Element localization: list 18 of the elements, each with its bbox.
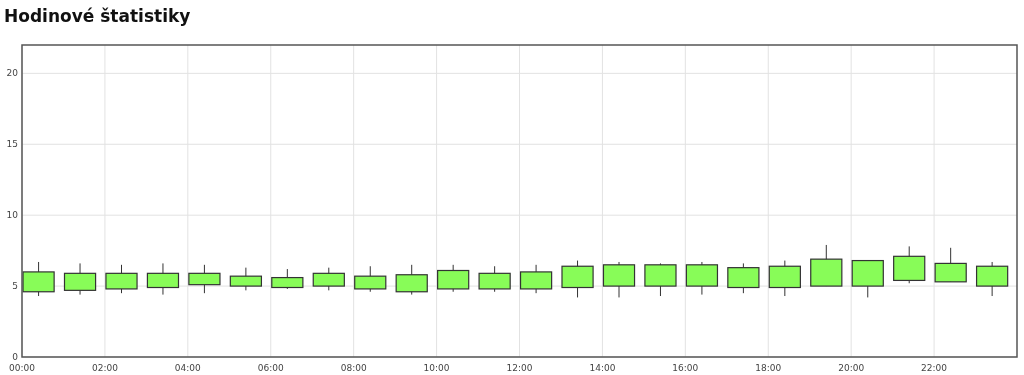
y-tick-label: 15 — [6, 139, 18, 150]
x-tick-label: 16:00 — [672, 363, 699, 373]
y-tick-label: 5 — [12, 281, 18, 292]
x-tick-label: 06:00 — [257, 363, 284, 373]
x-tick-label: 14:00 — [589, 363, 616, 373]
x-tick-label: 18:00 — [755, 363, 782, 373]
x-tick-label: 00:00 — [9, 363, 36, 373]
x-tick-label: 20:00 — [838, 363, 865, 373]
y-tick-label: 20 — [6, 68, 19, 79]
x-tick-label: 10:00 — [423, 363, 450, 373]
x-tick-label: 04:00 — [174, 363, 202, 373]
x-tick-label: 12:00 — [506, 363, 533, 373]
x-tick-label: 22:00 — [921, 363, 948, 373]
x-tick-label: 08:00 — [340, 363, 367, 373]
x-tick-label: 02:00 — [91, 363, 119, 373]
chart-title: Hodinové štatistiky — [4, 6, 191, 26]
y-tick-label: 10 — [6, 210, 19, 221]
y-tick-label: 0 — [12, 352, 19, 362]
